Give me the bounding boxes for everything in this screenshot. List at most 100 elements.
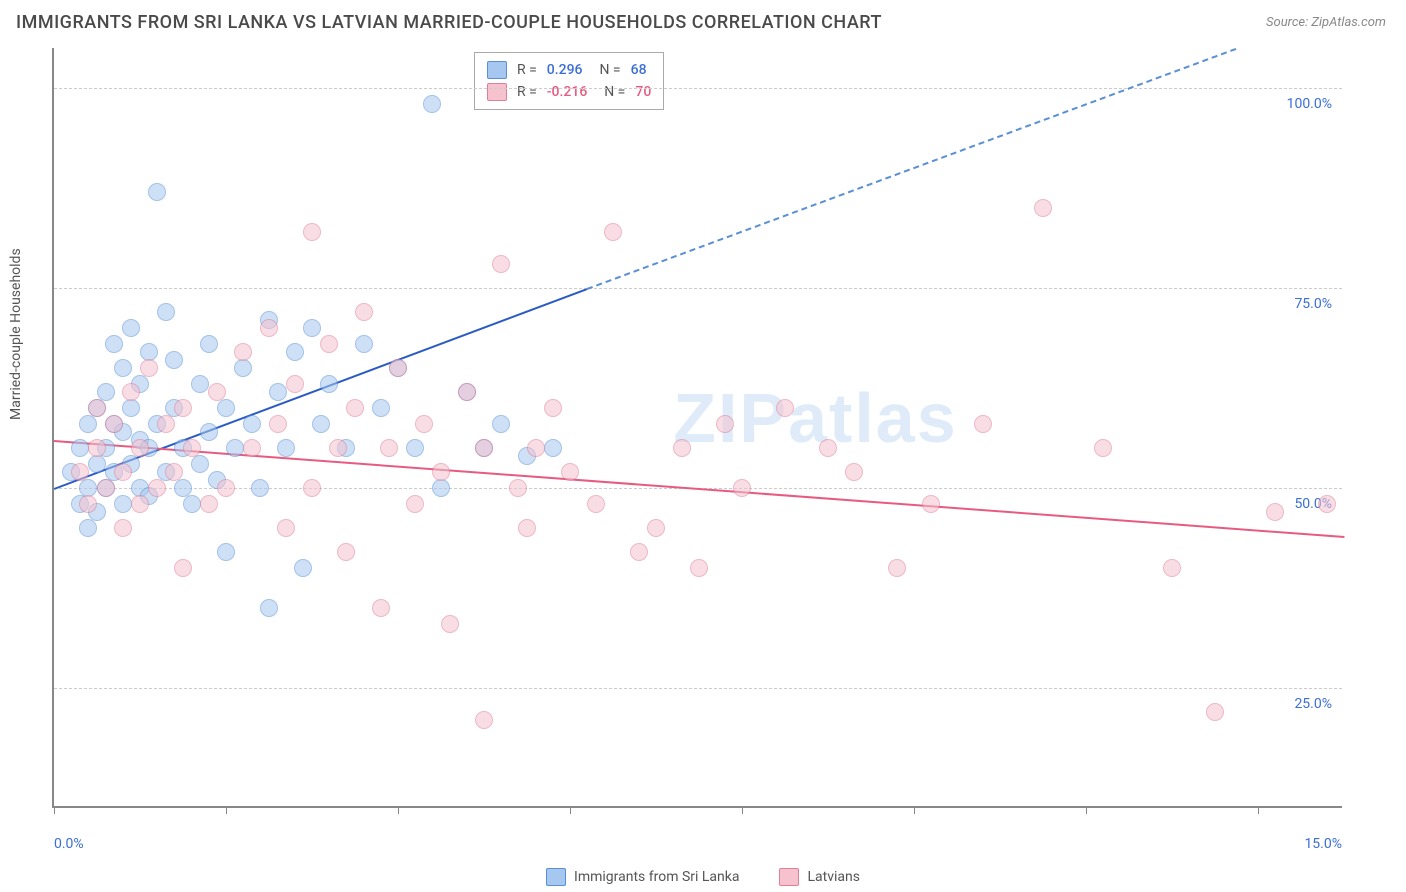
data-point [1318, 495, 1336, 513]
data-point [587, 495, 605, 513]
y-tick-label: 25.0% [1294, 696, 1332, 712]
legend-r-value: -0.216 [547, 84, 587, 100]
data-point [1034, 199, 1052, 217]
series-legend: Immigrants from Sri Lanka Latvians [0, 868, 1406, 886]
data-point [716, 415, 734, 433]
data-point [200, 423, 218, 441]
data-point [105, 335, 123, 353]
data-point [183, 439, 201, 457]
data-point [183, 495, 201, 513]
data-point [243, 439, 261, 457]
data-point [423, 95, 441, 113]
data-point [406, 495, 424, 513]
swatch-icon [546, 868, 566, 886]
data-point [105, 415, 123, 433]
data-point [432, 479, 450, 497]
data-point [303, 479, 321, 497]
legend-label: Immigrants from Sri Lanka [574, 869, 739, 885]
data-point [97, 479, 115, 497]
data-point [673, 439, 691, 457]
data-point [174, 399, 192, 417]
data-point [441, 615, 459, 633]
data-point [1094, 439, 1112, 457]
data-point [509, 479, 527, 497]
x-tick [570, 806, 571, 814]
x-tick [1086, 806, 1087, 814]
y-axis-label: Married-couple Households [8, 248, 24, 420]
data-point [157, 415, 175, 433]
data-point [974, 415, 992, 433]
data-point [406, 439, 424, 457]
data-point [191, 455, 209, 473]
data-point [88, 455, 106, 473]
data-point [415, 415, 433, 433]
data-point [733, 479, 751, 497]
legend-n-value: 68 [631, 62, 647, 78]
chart-title: IMMIGRANTS FROM SRI LANKA VS LATVIAN MAR… [16, 12, 882, 33]
data-point [122, 383, 140, 401]
data-point [544, 439, 562, 457]
data-point [277, 519, 295, 537]
data-point [217, 399, 235, 417]
data-point [131, 495, 149, 513]
data-point [1206, 703, 1224, 721]
data-point [165, 463, 183, 481]
data-point [337, 543, 355, 561]
data-point [148, 183, 166, 201]
data-point [286, 343, 304, 361]
data-point [819, 439, 837, 457]
data-point [544, 399, 562, 417]
data-point [71, 463, 89, 481]
legend-r-value: 0.296 [547, 62, 583, 78]
legend-row-sri-lanka: R = 0.296 N = 68 [487, 59, 651, 81]
data-point [174, 559, 192, 577]
legend-n-label: N = [593, 62, 621, 78]
data-point [690, 559, 708, 577]
swatch-icon [487, 61, 507, 79]
data-point [165, 351, 183, 369]
gridline [54, 88, 1342, 89]
data-point [131, 439, 149, 457]
data-point [527, 439, 545, 457]
data-point [294, 559, 312, 577]
data-point [372, 399, 390, 417]
y-tick-label: 75.0% [1294, 296, 1332, 312]
correlation-legend: R = 0.296 N = 68 R = -0.216 N = 70 [474, 52, 664, 110]
data-point [200, 335, 218, 353]
data-point [191, 375, 209, 393]
data-point [79, 495, 97, 513]
x-tick [398, 806, 399, 814]
data-point [604, 223, 622, 241]
data-point [355, 303, 373, 321]
data-point [234, 343, 252, 361]
legend-item-latvians: Latvians [779, 868, 860, 886]
legend-row-latvians: R = -0.216 N = 70 [487, 81, 651, 103]
gridline [54, 688, 1342, 689]
legend-item-sri-lanka: Immigrants from Sri Lanka [546, 868, 739, 886]
data-point [71, 439, 89, 457]
data-point [355, 335, 373, 353]
data-point [1266, 503, 1284, 521]
x-tick [1258, 806, 1259, 814]
data-point [251, 479, 269, 497]
x-tick [914, 806, 915, 814]
data-point [122, 319, 140, 337]
data-point [260, 319, 278, 337]
data-point [260, 599, 278, 617]
data-point [122, 399, 140, 417]
x-start-label: 0.0% [54, 836, 84, 852]
data-point [303, 319, 321, 337]
data-point [286, 375, 304, 393]
data-point [458, 383, 476, 401]
data-point [475, 439, 493, 457]
trend-line [587, 48, 1236, 290]
data-point [389, 359, 407, 377]
x-tick [54, 806, 55, 814]
data-point [329, 439, 347, 457]
data-point [845, 463, 863, 481]
data-point [492, 415, 510, 433]
data-point [226, 439, 244, 457]
data-point [208, 383, 226, 401]
x-end-label: 15.0% [1304, 836, 1342, 852]
data-point [114, 463, 132, 481]
